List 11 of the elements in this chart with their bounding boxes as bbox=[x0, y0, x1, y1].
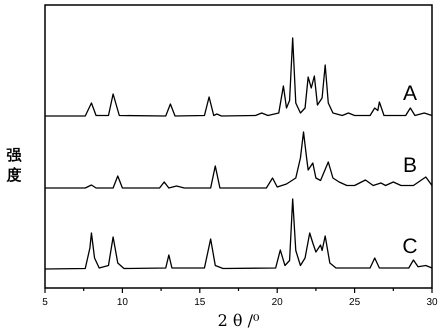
x-tick-label: 20 bbox=[272, 297, 284, 308]
y-axis-title: 强度 bbox=[6, 147, 22, 184]
x-tick-label: 10 bbox=[116, 297, 128, 308]
x-axis-title: 2 θ /⁰ bbox=[218, 311, 260, 330]
x-tick-label: 30 bbox=[426, 297, 438, 308]
series-label: B bbox=[402, 154, 418, 177]
series-label: A bbox=[402, 82, 418, 105]
series-label: C bbox=[402, 235, 418, 258]
x-tick-label: 25 bbox=[349, 297, 361, 308]
x-tick-label: 5 bbox=[42, 297, 48, 308]
x-tick-label: 15 bbox=[194, 297, 206, 308]
